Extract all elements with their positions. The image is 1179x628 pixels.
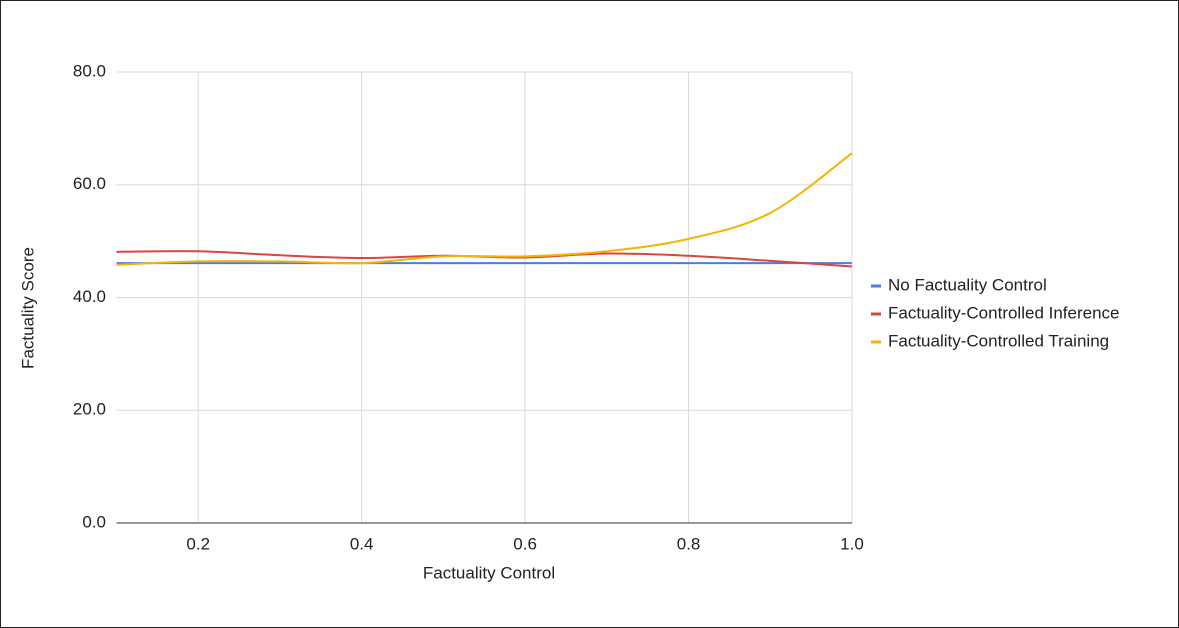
x-tick-label: 0.2 [186,534,210,553]
x-tick-label: 1.0 [840,534,864,553]
y-axis-label: Factuality Score [18,247,37,369]
series-line [116,152,853,266]
x-tick-label: 0.6 [513,534,537,553]
legend-label: Factuality-Controlled Training [888,331,1109,350]
x-axis-label: Factuality Control [423,563,555,582]
y-tick-label: 20.0 [73,400,106,419]
x-tick-label: 0.4 [350,534,374,553]
y-tick-label: 40.0 [73,287,106,306]
y-tick-label: 60.0 [73,174,106,193]
x-tick-label: 0.8 [677,534,701,553]
legend-label: No Factuality Control [888,275,1047,294]
legend-label: Factuality-Controlled Inference [888,303,1120,322]
y-tick-label: 0.0 [82,512,106,531]
y-tick-label: 80.0 [73,61,106,80]
